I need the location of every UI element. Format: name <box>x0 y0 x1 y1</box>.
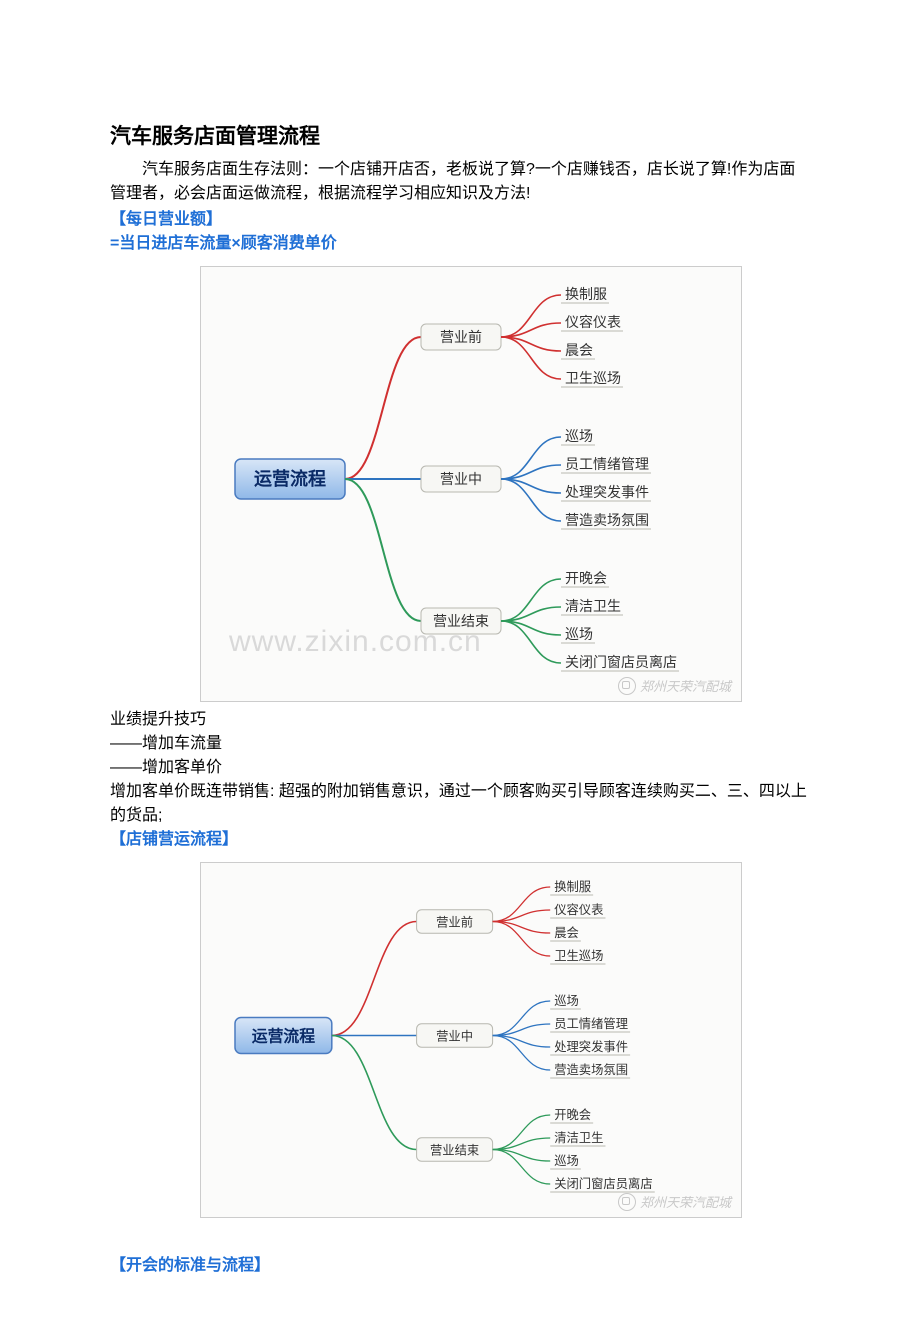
branch-label: 营业前 <box>436 915 473 930</box>
leaf-label: 巡场 <box>565 626 593 642</box>
leaf-label: 巡场 <box>554 1154 579 1168</box>
leaf-label: 关闭门窗店员离店 <box>565 654 677 670</box>
leaf-label: 晨会 <box>565 342 593 358</box>
branch-label: 营业结束 <box>433 613 489 629</box>
leaf-label: 营造卖场氛围 <box>554 1063 628 1077</box>
leaf-label: 清洁卫生 <box>565 598 621 614</box>
perf-line-3: ——增加客单价 <box>110 756 810 780</box>
section-heading-store-flow: 【店铺营运流程】 <box>110 828 810 852</box>
leaf-label: 关闭门窗店员离店 <box>554 1176 653 1191</box>
credit-line: 郑州天荣汽配城 <box>618 676 731 695</box>
leaf-label: 清洁卫生 <box>554 1131 603 1145</box>
leaf-label: 巡场 <box>554 994 579 1008</box>
leaf-label: 开晚会 <box>565 570 607 586</box>
leaf-label: 卫生巡场 <box>565 370 621 386</box>
mindmap-svg: 运营流程营业前换制服仪容仪表晨会卫生巡场营业中巡场员工情绪管理处理突发事件营造卖… <box>201 267 741 701</box>
leaf-label: 员工情绪管理 <box>565 456 649 472</box>
connector-root-branch <box>332 1036 417 1150</box>
root-label: 运营流程 <box>252 1027 315 1046</box>
credit-line: 郑州天荣汽配城 <box>618 1192 731 1211</box>
intro-paragraph: 汽车服务店面生存法则：一个店铺开店否，老板说了算?一个店赚钱否，店长说了算!作为… <box>110 158 810 206</box>
branch-label: 营业结束 <box>430 1144 479 1158</box>
wechat-icon <box>618 1193 636 1211</box>
mindmap-svg: 运营流程营业前换制服仪容仪表晨会卫生巡场营业中巡场员工情绪管理处理突发事件营造卖… <box>201 863 741 1217</box>
leaf-label: 换制服 <box>554 880 591 894</box>
leaf-label: 换制服 <box>565 286 607 302</box>
leaf-label: 员工情绪管理 <box>554 1016 628 1031</box>
leaf-label: 仪容仪表 <box>554 902 603 917</box>
leaf-label: 仪容仪表 <box>565 314 621 330</box>
page-title: 汽车服务店面管理流程 <box>110 120 810 150</box>
leaf-label: 营造卖场氛围 <box>565 512 649 528</box>
leaf-label: 晨会 <box>554 926 579 940</box>
wechat-icon <box>618 677 636 695</box>
leaf-label: 巡场 <box>565 428 593 444</box>
flow-diagram-small: 运营流程营业前换制服仪容仪表晨会卫生巡场营业中巡场员工情绪管理处理突发事件营造卖… <box>200 862 742 1218</box>
credit-text: 郑州天荣汽配城 <box>640 676 731 695</box>
credit-text: 郑州天荣汽配城 <box>640 1192 731 1211</box>
flow-diagram-large: 运营流程营业前换制服仪容仪表晨会卫生巡场营业中巡场员工情绪管理处理突发事件营造卖… <box>200 266 742 702</box>
section-heading-daily-revenue: 【每日营业额】 <box>110 208 810 232</box>
connector-root-branch <box>332 922 417 1036</box>
branch-label: 营业中 <box>436 1029 473 1044</box>
document-page: 汽车服务店面管理流程 汽车服务店面生存法则：一个店铺开店否，老板说了算?一个店赚… <box>0 0 920 1318</box>
perf-line-1: 业绩提升技巧 <box>110 708 810 732</box>
branch-label: 营业前 <box>440 329 482 345</box>
leaf-label: 开晚会 <box>554 1108 591 1122</box>
branch-label: 营业中 <box>440 471 482 487</box>
connector-root-branch <box>345 479 421 621</box>
formula-line: =当日进店车流量×顾客消费单价 <box>110 232 810 256</box>
perf-line-2: ——增加车流量 <box>110 732 810 756</box>
root-label: 运营流程 <box>254 468 326 489</box>
perf-line-4: 增加客单价既连带销售: 超强的附加销售意识，通过一个顾客购买引导顾客连续购买二、… <box>110 780 810 828</box>
section-heading-meeting: 【开会的标准与流程】 <box>110 1254 810 1278</box>
leaf-label: 卫生巡场 <box>554 949 603 963</box>
leaf-label: 处理突发事件 <box>554 1039 628 1054</box>
connector-root-branch <box>345 337 421 479</box>
leaf-label: 处理突发事件 <box>565 484 649 500</box>
